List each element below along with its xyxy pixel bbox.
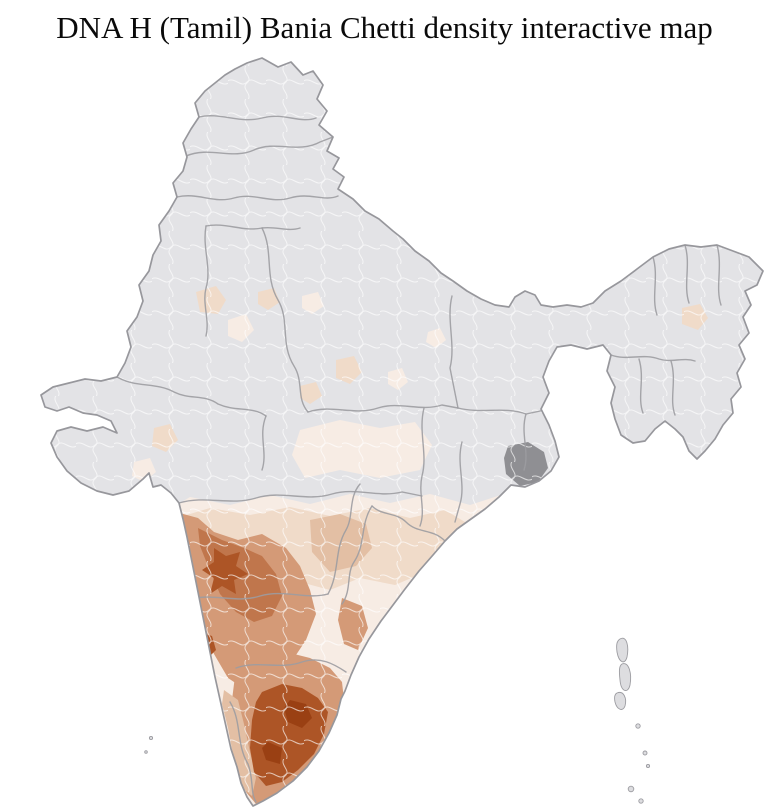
state-border <box>670 360 676 416</box>
state-border <box>235 659 347 673</box>
island-andaman-middle[interactable] <box>618 663 632 691</box>
state-border <box>371 505 446 542</box>
island-nicobar-3[interactable] <box>645 763 651 769</box>
page-title: DNA H (Tamil) Bania Chetti density inter… <box>56 10 713 45</box>
island-nicobar-1[interactable] <box>635 723 641 729</box>
state-border <box>523 413 527 471</box>
state-border <box>652 256 658 316</box>
state-border <box>229 701 257 803</box>
state-border <box>449 295 459 409</box>
state-border <box>419 407 425 527</box>
island-andaman-north[interactable] <box>616 637 629 663</box>
state-borders-layer <box>116 115 722 803</box>
island-nicobar-4[interactable] <box>627 785 635 793</box>
state-border <box>198 115 317 121</box>
state-border <box>327 483 361 595</box>
state-border <box>116 376 267 417</box>
state-border <box>610 354 696 362</box>
district-mesh <box>41 58 763 806</box>
state-border <box>261 227 309 413</box>
island-andaman-south[interactable] <box>614 691 627 710</box>
region-coastal-dark-district[interactable] <box>160 514 180 536</box>
state-border <box>185 136 334 157</box>
island-lakshadweep-1[interactable] <box>148 735 154 741</box>
island-lakshadweep-2[interactable] <box>144 750 148 754</box>
state-border <box>204 225 209 337</box>
state-border <box>341 505 373 605</box>
india-country-outline <box>40 57 764 807</box>
state-border <box>178 490 423 504</box>
state-border <box>186 592 329 601</box>
district-mesh-layer <box>41 58 763 806</box>
andaman-nicobar-islands[interactable] <box>614 637 651 804</box>
island-nicobar-5[interactable] <box>638 798 644 804</box>
state-border <box>684 244 690 304</box>
state-border <box>716 244 722 306</box>
state-border <box>454 441 463 523</box>
island-nicobar-2[interactable] <box>642 750 648 756</box>
state-border <box>307 404 459 413</box>
lakshadweep-islands[interactable] <box>144 735 154 754</box>
state-border <box>176 195 339 201</box>
state-border <box>638 358 644 414</box>
state-border <box>261 415 267 471</box>
